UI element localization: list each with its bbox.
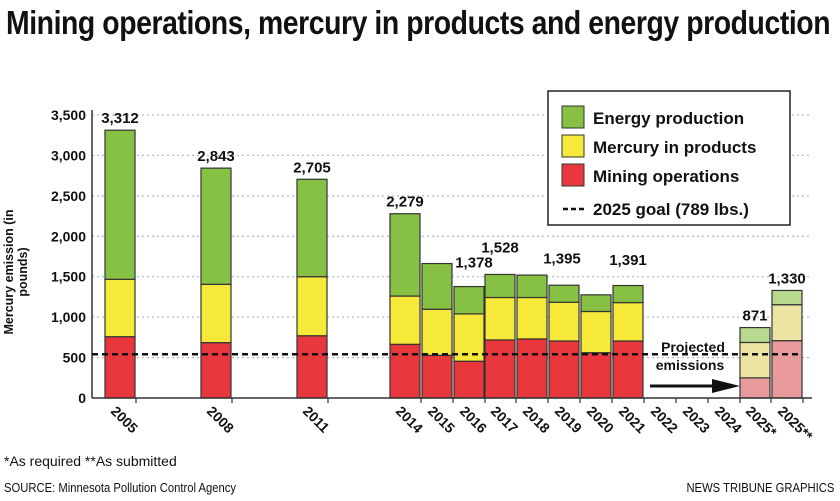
legend-box bbox=[547, 90, 791, 226]
bar-segment-mining-operations bbox=[200, 342, 232, 399]
x-tick-label: 2023 bbox=[680, 403, 713, 436]
bar-segment-mercury-in-products bbox=[104, 278, 136, 338]
bar-segment-energy-production bbox=[200, 167, 232, 285]
legend-label: 2025 goal (789 lbs.) bbox=[593, 200, 749, 219]
bar-segment-energy-production bbox=[548, 284, 580, 303]
x-tick-label: 2016 bbox=[457, 403, 490, 436]
bar-segment-energy-production bbox=[516, 274, 548, 299]
bar-segment-energy-production bbox=[771, 289, 803, 306]
y-tick-label: 500 bbox=[63, 350, 87, 366]
x-tick-label: 2020 bbox=[584, 403, 617, 436]
bar-segment-energy-production bbox=[104, 129, 136, 280]
bar-segment-mercury-in-products bbox=[771, 304, 803, 342]
bar-segment-mining-operations bbox=[580, 352, 612, 399]
x-tick-label: 2011 bbox=[300, 403, 333, 436]
x-tick-label: 2019 bbox=[552, 403, 585, 436]
bar-segment-mining-operations bbox=[453, 360, 485, 399]
total-label: 1,395 bbox=[543, 251, 581, 268]
bar-segment-mining-operations bbox=[389, 343, 421, 399]
y-tick-label: 1,500 bbox=[51, 269, 86, 285]
bar-segment-mercury-in-products bbox=[389, 295, 421, 345]
bar-segment-mercury-in-products bbox=[739, 341, 771, 379]
x-tick-label: 2015 bbox=[425, 403, 458, 436]
bar-segment-energy-production bbox=[739, 326, 771, 344]
bar-segment-mercury-in-products bbox=[296, 276, 328, 337]
bar-segment-energy-production bbox=[421, 262, 453, 310]
y-tick-label: 3,000 bbox=[51, 147, 86, 163]
bar-segment-energy-production bbox=[580, 294, 612, 313]
bar-segment-mining-operations bbox=[548, 340, 580, 399]
annotation-text: Projected bbox=[661, 339, 725, 355]
x-tick-label: 2024 bbox=[712, 403, 745, 436]
total-label: 1,378 bbox=[455, 254, 493, 271]
bar-segment-mercury-in-products bbox=[200, 283, 232, 344]
legend-swatch bbox=[561, 163, 585, 187]
x-tick-label: 2025** bbox=[775, 403, 816, 444]
total-label: 2,843 bbox=[197, 148, 235, 165]
total-label: 2,705 bbox=[293, 159, 331, 176]
bar-segment-energy-production bbox=[484, 273, 516, 299]
bar-segment-mercury-in-products bbox=[612, 301, 644, 342]
legend-swatch bbox=[561, 134, 585, 158]
x-tick-label: 2025* bbox=[743, 403, 781, 441]
bar-segment-energy-production bbox=[389, 213, 421, 297]
legend-label: Energy production bbox=[593, 109, 744, 128]
bar-segment-mercury-in-products bbox=[548, 301, 580, 342]
legend-swatch bbox=[561, 105, 585, 129]
bar-segment-mining-operations bbox=[484, 339, 516, 399]
footnotes: *As required **As submitted bbox=[4, 453, 177, 469]
bar-segment-energy-production bbox=[453, 285, 485, 315]
total-label: 1,330 bbox=[768, 270, 806, 287]
bar-segment-mercury-in-products bbox=[516, 296, 548, 340]
graphics-credit: NEWS TRIBUNE GRAPHICS bbox=[686, 481, 834, 495]
source-credit: SOURCE: Minnesota Pollution Control Agen… bbox=[4, 481, 236, 495]
bar-segment-energy-production bbox=[612, 284, 644, 304]
bar-segment-mining-operations bbox=[296, 335, 328, 399]
x-tick-label: 2022 bbox=[648, 403, 681, 436]
y-tick-label: 1,000 bbox=[51, 309, 86, 325]
bar-segment-mercury-in-products bbox=[453, 313, 485, 362]
total-label: 871 bbox=[742, 308, 767, 325]
bar-segment-mercury-in-products bbox=[580, 310, 612, 354]
x-tick-label: 2021 bbox=[616, 403, 649, 436]
y-tick-label: 2,000 bbox=[51, 228, 86, 244]
bar-segment-mercury-in-products bbox=[484, 296, 516, 341]
x-tick-label: 2014 bbox=[393, 403, 426, 436]
legend-label: Mining operations bbox=[593, 167, 739, 186]
total-label: 1,528 bbox=[481, 240, 519, 257]
bar-segment-mining-operations bbox=[421, 354, 453, 399]
annotation-text: emissions bbox=[656, 357, 725, 373]
x-tick-label: 2005 bbox=[108, 403, 141, 436]
arrow-head-icon bbox=[712, 379, 740, 393]
bar-segment-mining-operations bbox=[516, 338, 548, 399]
bar-segment-mining-operations bbox=[739, 377, 771, 399]
x-tick-label: 2018 bbox=[520, 403, 553, 436]
bar-segment-mining-operations bbox=[612, 340, 644, 399]
y-tick-label: 3,500 bbox=[51, 107, 86, 123]
bar-segment-mining-operations bbox=[104, 336, 136, 399]
y-tick-label: 2,500 bbox=[51, 188, 86, 204]
bar-segment-mining-operations bbox=[771, 340, 803, 399]
total-label: 3,312 bbox=[101, 110, 139, 127]
y-tick-label: 0 bbox=[78, 390, 86, 406]
bar-segment-mercury-in-products bbox=[421, 308, 453, 356]
legend-label: Mercury in products bbox=[593, 138, 756, 157]
total-label: 2,279 bbox=[386, 194, 424, 211]
total-label: 1,391 bbox=[609, 252, 647, 269]
chart-title: Mining operations, mercury in products a… bbox=[6, 4, 831, 41]
bar-segment-energy-production bbox=[296, 178, 328, 278]
x-tick-label: 2017 bbox=[488, 403, 521, 436]
x-tick-label: 2008 bbox=[204, 403, 237, 436]
